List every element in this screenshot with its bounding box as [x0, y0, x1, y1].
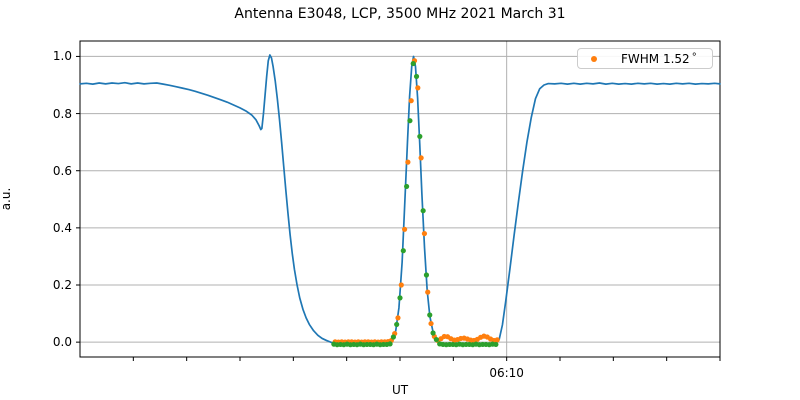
x-tick-label: 06:10 [489, 366, 524, 380]
signal-line-series [79, 54, 721, 346]
y-tick-label: 1.0 [52, 49, 72, 64]
scatter-point [400, 248, 406, 254]
scatter-point [394, 321, 400, 328]
chart-title: Antenna E3048, LCP, 3500 MHz 2021 March … [234, 6, 566, 22]
scatter-point [395, 315, 401, 321]
scatter-point [421, 230, 428, 237]
scatter-point [413, 73, 420, 80]
scatter-point [423, 272, 430, 278]
axes-spines [79, 40, 721, 358]
scatter-point [493, 341, 499, 348]
scatter-point [427, 312, 433, 318]
legend-marker-dot-icon [591, 55, 597, 62]
scatter-point [407, 118, 413, 124]
scatter-point [404, 183, 410, 190]
scatter-point [408, 98, 414, 104]
scatter-point [398, 282, 404, 288]
degree-symbol: ° [691, 51, 697, 63]
x-axis-label: UT [391, 383, 409, 397]
y-tick-label: 0.4 [52, 220, 72, 235]
scatter-point [390, 334, 396, 340]
scatter-point [494, 337, 500, 343]
scatter-point [405, 159, 411, 165]
y-tick-label: 0.0 [52, 335, 72, 350]
fit-scatter-series [332, 58, 500, 345]
legend-label: FWHM 1.52 ° [621, 51, 697, 66]
scatter-point [417, 133, 423, 140]
scatter-point [418, 155, 424, 161]
legend: FWHM 1.52 ° [577, 48, 713, 69]
scatter-point [397, 295, 403, 301]
scatter-point [415, 85, 421, 91]
y-tick-label: 0.8 [52, 106, 72, 121]
scatter-point [420, 208, 426, 214]
scatter-point [428, 320, 434, 327]
scatter-point [425, 289, 431, 295]
scatter-point [433, 336, 439, 343]
samples-scatter-series [331, 60, 499, 348]
scatter-point [410, 60, 416, 67]
scatter-point [401, 226, 408, 232]
scatter-point [430, 330, 436, 336]
y-axis-label: a.u. [0, 187, 13, 211]
y-tick-label: 0.6 [52, 163, 72, 178]
y-tick-label: 0.2 [52, 278, 72, 292]
scatter-point [387, 341, 393, 347]
